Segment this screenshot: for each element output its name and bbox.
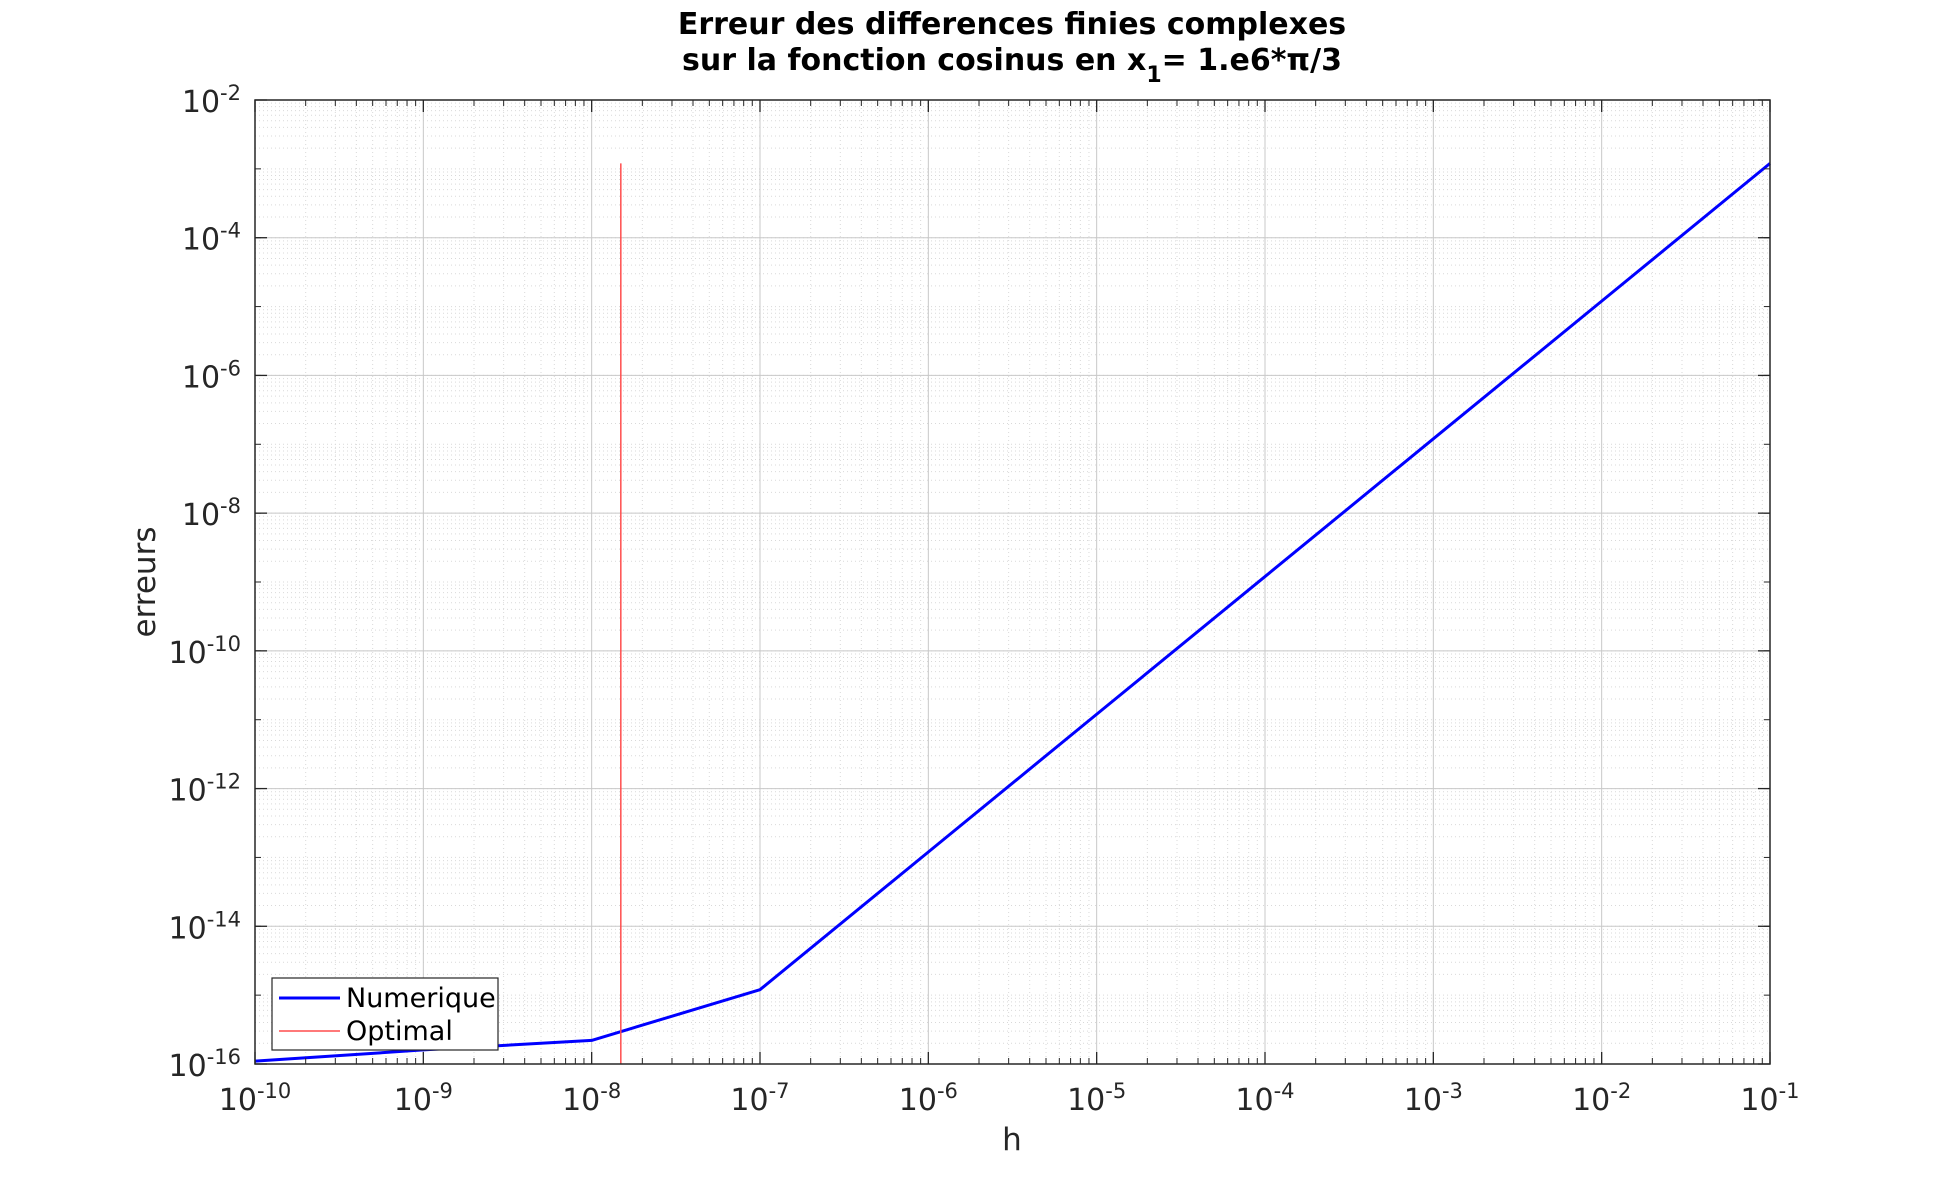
x-tick-label: 10-10 <box>219 1079 292 1118</box>
x-tick-label: 10-2 <box>1572 1079 1631 1118</box>
x-tick-label: 10-5 <box>1067 1079 1126 1118</box>
x-tick-label: 10-9 <box>394 1079 453 1118</box>
x-tick-label: 10-7 <box>730 1079 789 1118</box>
y-tick-label: 10-16 <box>169 1045 242 1084</box>
legend: Numerique Optimal <box>271 977 499 1051</box>
y-tick-label: 10-14 <box>169 907 242 946</box>
series-line-numerique <box>254 162 1771 1063</box>
y-tick-label: 10-4 <box>182 219 241 258</box>
x-tick-label: 10-1 <box>1740 1079 1799 1118</box>
x-tick-label: 10-6 <box>899 1079 958 1118</box>
x-axis-label: h <box>1002 1122 1022 1158</box>
y-tick-label: 10-6 <box>182 356 241 395</box>
legend-label-numerique: Numerique <box>346 983 496 1014</box>
grid <box>254 99 1771 1065</box>
legend-box <box>271 977 499 1051</box>
x-tick-label: 10-4 <box>1235 1079 1294 1118</box>
x-tick-label: 10-3 <box>1404 1079 1463 1118</box>
y-tick-label: 10-8 <box>182 494 241 533</box>
y-axis-label: erreurs <box>127 527 163 638</box>
legend-label-optimal: Optimal <box>346 1016 453 1047</box>
chart-title-line-1: Erreur des differences finies complexes <box>678 7 1346 42</box>
plot-area-frame <box>254 99 1771 1065</box>
axis-ticks <box>254 99 1771 1065</box>
tick-labels: 10-10 10-9 10-8 10-7 10-6 10-5 10-4 10-3 10-2 10-… <box>169 81 1800 1118</box>
chart-title-line-2: sur la fonction cosinus en x1= 1.e6*π/3 <box>682 43 1342 88</box>
y-tick-label: 10-2 <box>182 81 241 120</box>
y-tick-label: 10-12 <box>169 770 242 809</box>
plot-series <box>254 162 1771 1064</box>
x-tick-label: 10-8 <box>562 1079 621 1118</box>
y-tick-label: 10-10 <box>169 632 242 671</box>
